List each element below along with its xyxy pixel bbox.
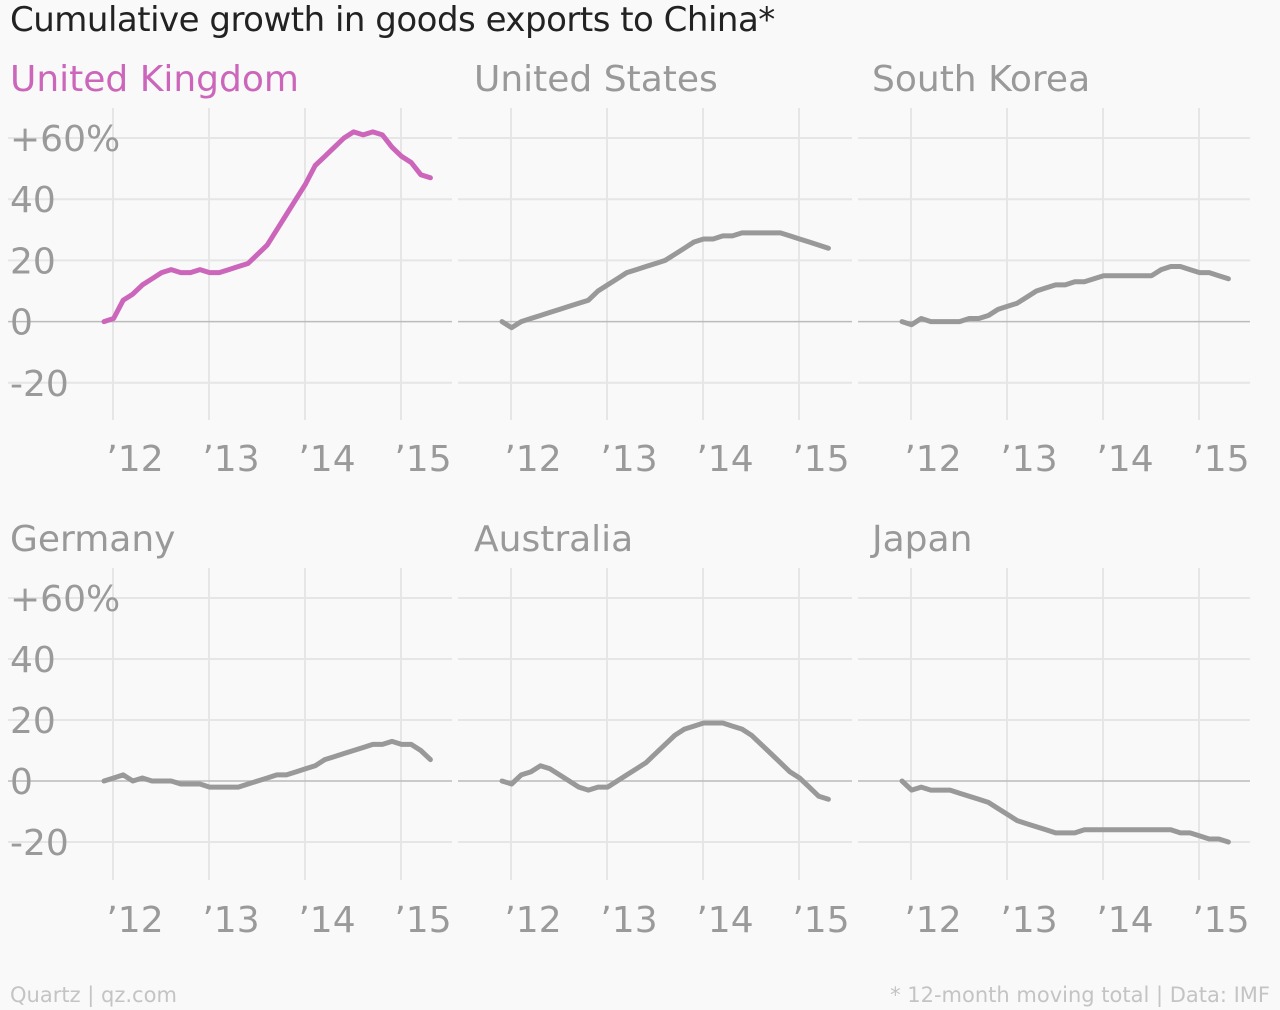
y-tick-label: 20 <box>10 701 56 742</box>
panel-title: Japan <box>870 519 972 560</box>
panel-title: United Kingdom <box>10 59 299 100</box>
x-tick-label: ’13 <box>202 439 259 480</box>
panel-australia: ’12 ’13 ’14 ’15 Australia <box>458 519 852 941</box>
panel-title: Germany <box>10 519 175 560</box>
x-tick-label: ’12 <box>504 900 561 941</box>
x-tick-label: ’15 <box>792 439 849 480</box>
x-tick-label: ’14 <box>298 439 355 480</box>
x-tick-label: ’13 <box>600 900 657 941</box>
y-tick-label: +60% <box>10 119 120 160</box>
x-tick-label: ’13 <box>1000 439 1057 480</box>
y-tick-label: +60% <box>10 579 120 620</box>
y-tick-label: 0 <box>10 303 33 344</box>
series-line <box>101 738 433 790</box>
y-tick-label: 0 <box>10 762 33 803</box>
x-tick-label: ’13 <box>600 439 657 480</box>
x-tick-label: ’13 <box>1000 900 1057 941</box>
y-tick-label: -20 <box>10 823 69 864</box>
x-tick-label: ’15 <box>1192 439 1249 480</box>
x-tick-label: ’14 <box>298 900 355 941</box>
series-line <box>499 720 831 802</box>
x-tick-label: ’14 <box>1096 439 1153 480</box>
panel-germany: +60% 40 20 0 -20 ’12 ’13 ’14 ’15 Germany <box>8 519 452 941</box>
x-tick-label: ’14 <box>696 439 753 480</box>
x-tick-label: ’13 <box>202 900 259 941</box>
x-tick-label: ’12 <box>904 439 961 480</box>
x-tick-label: ’15 <box>1192 900 1249 941</box>
y-tick-label: 20 <box>10 241 56 282</box>
series-line <box>499 230 831 331</box>
x-tick-label: ’14 <box>1096 900 1153 941</box>
panel-united-kingdom: +60% 40 20 0 -20 ’12 ’13 ’14 ’15 United Kingdom <box>8 59 452 480</box>
panel-south-korea: ’12 ’13 ’14 ’15 South Korea <box>858 59 1250 480</box>
y-tick-label: 40 <box>10 180 56 221</box>
x-tick-label: ’15 <box>394 439 451 480</box>
chart-title: Cumulative growth in goods exports to Ch… <box>10 0 775 40</box>
y-tick-label: 40 <box>10 640 56 681</box>
x-tick-label: ’12 <box>106 900 163 941</box>
x-tick-label: ’15 <box>394 900 451 941</box>
y-tick-label: -20 <box>10 364 69 405</box>
source-credit: Quartz | qz.com <box>10 983 177 1007</box>
series-line <box>101 129 433 325</box>
x-tick-label: ’12 <box>504 439 561 480</box>
x-tick-label: ’14 <box>696 900 753 941</box>
x-tick-label: ’12 <box>106 439 163 480</box>
series-line <box>899 778 1231 845</box>
panel-title: Australia <box>474 519 633 560</box>
footnote: * 12-month moving total | Data: IMF <box>890 983 1270 1007</box>
panel-title: South Korea <box>872 59 1090 100</box>
series-line <box>899 264 1231 328</box>
panel-united-states: ’12 ’13 ’14 ’15 United States <box>458 59 852 480</box>
panel-japan: ’12 ’13 ’14 ’15 Japan <box>858 519 1250 941</box>
x-tick-label: ’12 <box>904 900 961 941</box>
panel-title: United States <box>474 59 718 100</box>
x-tick-label: ’15 <box>792 900 849 941</box>
